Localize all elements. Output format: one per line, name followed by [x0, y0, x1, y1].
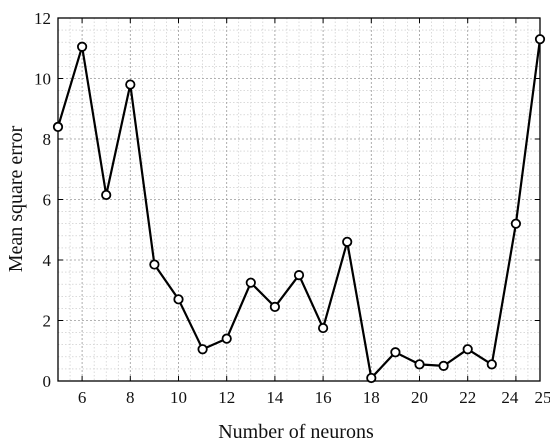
x-tick-label: 14 [266, 388, 284, 407]
data-point [173, 294, 184, 305]
y-tick-label: 6 [43, 191, 52, 210]
y-tick-label: 2 [43, 312, 52, 331]
data-point [221, 333, 232, 344]
data-point [293, 270, 305, 281]
data-point [438, 360, 449, 371]
x-tick-label: 18 [363, 388, 380, 407]
x-tick-label: 12 [218, 388, 235, 407]
y-tick-label: 0 [43, 372, 52, 391]
data-point [486, 359, 497, 370]
x-tick-label: 8 [126, 388, 135, 407]
x-axis-title: Number of neurons [218, 421, 374, 443]
data-point [149, 259, 160, 270]
x-tick-label: 16 [315, 388, 332, 407]
x-tick-label: 6 [78, 388, 87, 407]
x-tick-label: 20 [411, 388, 428, 407]
data-point [317, 322, 329, 334]
data-point [534, 34, 546, 45]
data-point [197, 344, 208, 355]
data-point [77, 41, 88, 52]
data-point [101, 189, 112, 201]
data-point [510, 218, 522, 229]
y-tick-label: 4 [43, 251, 52, 270]
grid [58, 17, 541, 382]
data-point [414, 359, 425, 370]
y-tick-label: 10 [34, 70, 51, 89]
y-tick-label: 12 [34, 9, 51, 28]
data-point [52, 121, 64, 133]
data-point [366, 372, 377, 384]
data-point [125, 79, 136, 90]
x-tick-label: 25 [535, 388, 550, 407]
y-tick-label: 8 [43, 130, 52, 149]
x-tick-label: 24 [501, 388, 519, 407]
x-tick-label: 10 [170, 388, 187, 407]
y-axis-title: Mean square error [5, 125, 27, 272]
data-point [462, 344, 473, 355]
x-tick-label: 22 [459, 388, 476, 407]
data-point [245, 277, 256, 288]
data-point [269, 301, 280, 312]
data-series [52, 34, 546, 384]
data-point [342, 236, 353, 247]
data-point [390, 347, 401, 358]
